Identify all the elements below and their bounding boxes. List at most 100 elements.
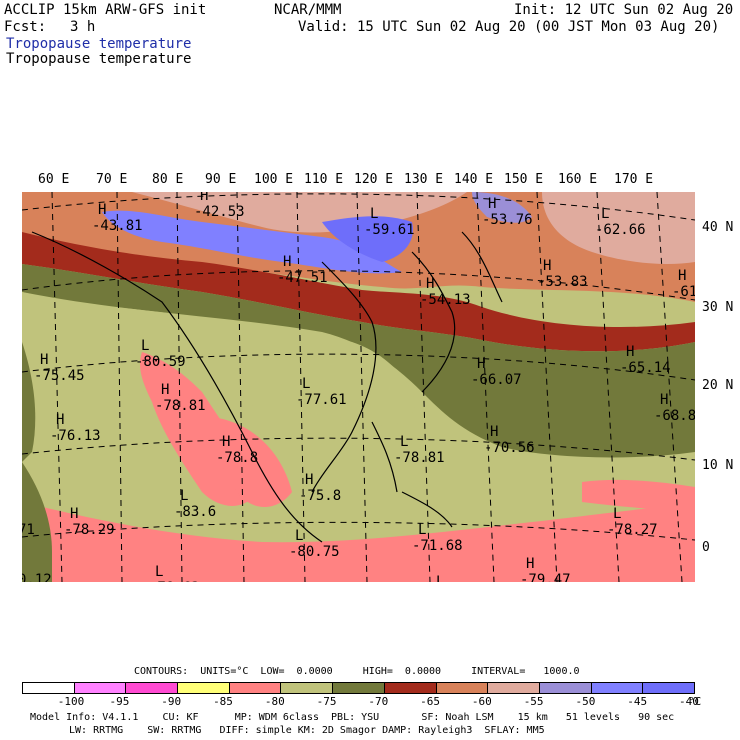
- colorbar-swatch: [333, 683, 385, 693]
- contours-info: CONTOURS: UNITS=°C LOW= 0.0000 HIGH= 0.0…: [134, 666, 580, 677]
- extremum-type: H: [626, 344, 634, 360]
- colorbar-swatch: [539, 683, 592, 693]
- colorbar-label: -75: [316, 695, 337, 708]
- field-title-secondary: Tropopause temperature: [6, 51, 192, 67]
- colorbar-label: -70: [368, 695, 389, 708]
- colorbar-label: -100: [57, 695, 85, 708]
- extremum-marker: H-53.83: [537, 258, 588, 290]
- extremum-value: -78.29: [64, 522, 115, 538]
- extremum-value: -53.83: [537, 274, 588, 290]
- extremum-type: H: [222, 434, 230, 450]
- extremum-marker: H-47.51: [277, 254, 328, 286]
- extremum-type: H: [283, 254, 291, 270]
- extremum-marker: H-66.07: [471, 356, 522, 388]
- latitude-label: 10 N: [702, 458, 734, 473]
- extremum-marker: H-79.47: [520, 556, 571, 582]
- colorbar-swatch: [591, 683, 644, 693]
- extremum-marker: H-70.56: [484, 424, 535, 456]
- colorbar-swatch: [384, 683, 437, 693]
- extremum-value: -75.45: [34, 368, 85, 384]
- extremum-value: -80.75: [289, 544, 340, 560]
- longitude-label: 100 E: [254, 172, 294, 187]
- map-canvas: H-43.81H-42.53 L-59.61H-47.51H-53.76 L-62.…: [22, 192, 695, 582]
- extremum-marker: L-62.66: [595, 206, 646, 238]
- extremum-marker: L-80.59: [135, 338, 186, 370]
- extremum-value: -54.13: [420, 292, 471, 308]
- extremum-marker: L-59.61: [364, 206, 415, 238]
- longitude-label: 170 E: [614, 172, 654, 187]
- extremum-value: -76.13: [50, 428, 101, 444]
- extremum-value: -83.6: [174, 504, 216, 520]
- extremum-type: H: [70, 506, 78, 522]
- valid-time: Valid: 15 UTC Sun 02 Aug 20 (00 JST Mon …: [298, 19, 720, 35]
- extremum-value: -78.81: [394, 450, 445, 466]
- extremum-marker: L-78.27: [607, 506, 658, 538]
- longitude-label: 160 E: [558, 172, 598, 187]
- colorbar-label: -60: [471, 695, 492, 708]
- colorbar-label: -45: [627, 695, 648, 708]
- extremum-type: L: [418, 522, 426, 538]
- extremum-value: -61: [672, 284, 695, 300]
- model-info-line-1: Model Info: V4.1.1 CU: KF MP: WDM 6class…: [30, 712, 675, 723]
- colorbar-label: -80: [264, 695, 285, 708]
- extremum-marker: H0.12: [22, 572, 52, 582]
- longitude-label: 90 E: [205, 172, 237, 187]
- extremum-value: -80.59: [135, 354, 186, 370]
- extremum-type: L: [436, 574, 444, 582]
- model-title: ACCLIP 15km ARW-GFS init: [4, 2, 207, 18]
- extremum-type: L: [302, 376, 310, 392]
- extremum-value: -62.66: [595, 222, 646, 238]
- longitude-label: 120 E: [354, 172, 394, 187]
- longitude-label: 150 E: [504, 172, 544, 187]
- extremum-type: H: [56, 412, 64, 428]
- colorbar-label: -50: [575, 695, 596, 708]
- extremum-value: -78.63: [149, 580, 200, 582]
- extremum-value: -79.47: [520, 572, 571, 582]
- colorbar-label: -55: [523, 695, 544, 708]
- colorbar-swatch: [643, 683, 694, 693]
- extremum-type: H: [477, 356, 485, 372]
- colorbar-label: -65: [420, 695, 441, 708]
- fcst-value: 3 h: [70, 19, 96, 35]
- extremum-type: L: [400, 434, 408, 450]
- longitude-label: 70 E: [96, 172, 128, 187]
- latitude-label: 20 N: [702, 378, 734, 393]
- org-title: NCAR/MMM: [274, 2, 342, 18]
- extremum-type: L: [613, 506, 621, 522]
- extremum-marker: H-75.45: [34, 352, 85, 384]
- extremum-type: H: [161, 382, 169, 398]
- longitude-labels: 60 E 70 E 80 E 90 E 100 E 110 E 120 E 130 E 140 …: [0, 172, 740, 188]
- extremum-marker: H-75.8: [299, 472, 341, 504]
- extremum-type: H: [200, 192, 208, 204]
- colorbar-swatch: [23, 683, 75, 693]
- extremum-value: -47.51: [277, 270, 328, 286]
- fcst-label: Fcst:: [4, 19, 47, 35]
- extremum-marker: H-54.13: [420, 276, 471, 308]
- longitude-label: 130 E: [404, 172, 444, 187]
- extremum-type: H: [426, 276, 434, 292]
- field-title: Tropopause temperature: [6, 36, 192, 52]
- extremum-marker: L-78.81: [394, 434, 445, 466]
- extremum-marker: L-71.68: [412, 522, 463, 554]
- extremum-marker: L-80.75: [289, 528, 340, 560]
- latitude-label: 0: [702, 540, 710, 555]
- extremum-value: -43.81: [92, 218, 143, 234]
- extremum-type: H: [98, 202, 106, 218]
- extremum-marker: L-83.6: [174, 488, 216, 520]
- extremum-value: -70.56: [484, 440, 535, 456]
- extremum-type: L: [155, 564, 163, 580]
- extremum-type: H: [40, 352, 48, 368]
- colorbar-label: °C: [688, 695, 702, 708]
- map-panel: H -43.81 H -42.53 L -59.61 H -47.51 H -53.76 L -62.…: [22, 192, 695, 582]
- latitude-label: 40 N: [702, 220, 734, 235]
- extremum-value: -78.27: [607, 522, 658, 538]
- extremum-marker: H-61: [672, 268, 695, 300]
- colorbar-label: -95: [109, 695, 130, 708]
- extremum-value: -77.61: [296, 392, 347, 408]
- init-time: Init: 12 UTC Sun 02 Aug 20: [514, 2, 734, 18]
- colorbar-swatch: [488, 683, 540, 693]
- longitude-label: 110 E: [304, 172, 344, 187]
- extremum-type: H: [678, 268, 686, 284]
- colorbar-swatch: [281, 683, 334, 693]
- extremum-value: -78.81: [155, 398, 206, 414]
